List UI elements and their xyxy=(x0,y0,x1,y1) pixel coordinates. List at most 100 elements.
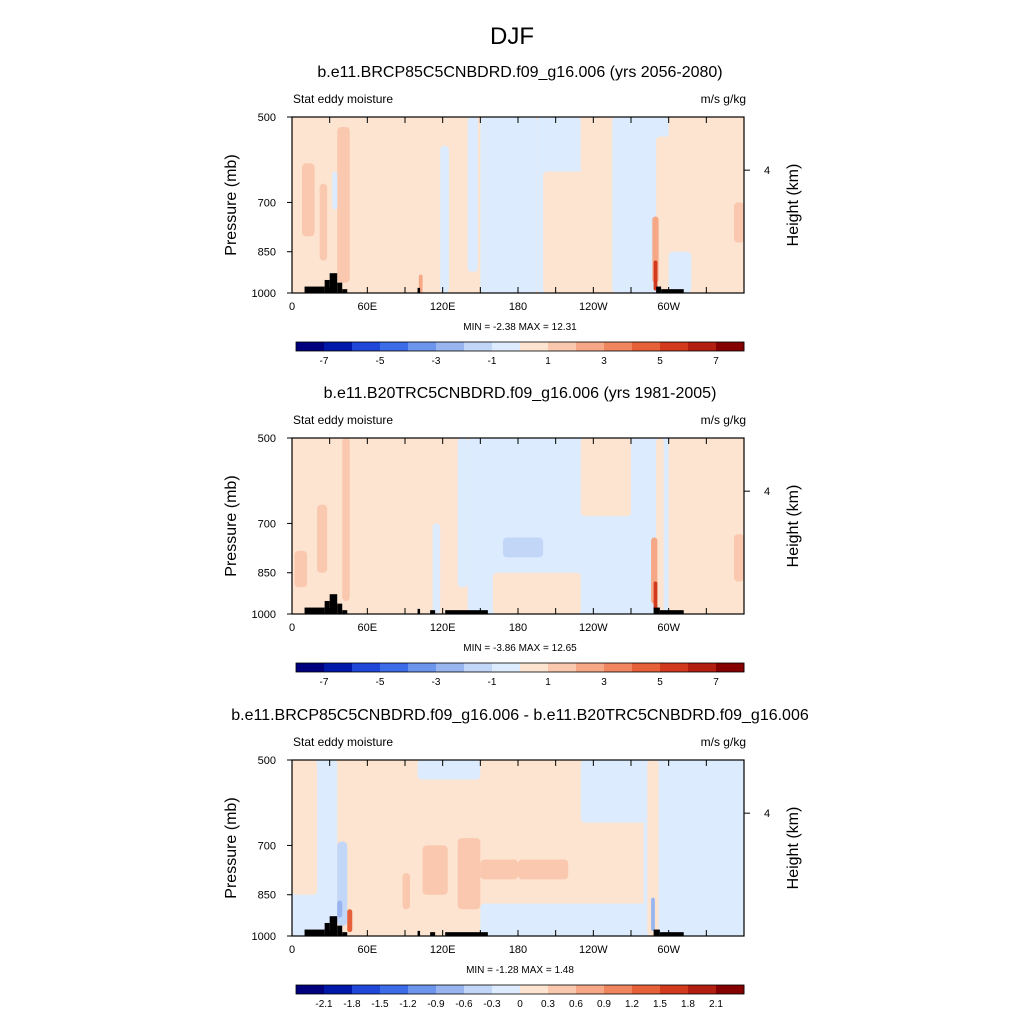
colorbar-swatch-6 xyxy=(436,985,465,994)
x-tick-label: 120W xyxy=(579,944,608,956)
right-string: m/s g/kg xyxy=(701,413,746,427)
colorbar-swatch-16 xyxy=(716,663,745,672)
x-tick-label: 120W xyxy=(579,301,608,313)
x-tick-label: 180 xyxy=(509,301,527,313)
colorbar-swatch-5 xyxy=(408,663,437,672)
contour-region-9 xyxy=(337,900,343,918)
colorbar-swatch-8 xyxy=(492,342,521,351)
topography xyxy=(304,594,684,614)
x-tick-label: 60E xyxy=(358,622,378,634)
topography-block-1 xyxy=(304,286,325,293)
y-tick-label: 1000 xyxy=(252,288,276,300)
min-max-annotation: MIN = -3.86 MAX = 12.65 xyxy=(463,643,577,654)
contour-region-12 xyxy=(480,859,518,880)
topography-block-3 xyxy=(329,273,338,293)
min-max-annotation: MIN = -1.28 MAX = 1.48 xyxy=(466,965,574,976)
colorbar-swatch-6 xyxy=(436,663,465,672)
x-tick-label: 120E xyxy=(430,622,456,634)
colorbar-swatch-2 xyxy=(324,342,353,351)
contour-region-5 xyxy=(643,760,744,936)
x-tick-label: 120W xyxy=(579,622,608,634)
y-right-tick-label: 4 xyxy=(764,808,770,820)
colorbar-label: 1.2 xyxy=(625,999,639,1010)
y-right-axis-title: Height (km) xyxy=(785,485,802,568)
colorbar-label: 0 xyxy=(517,999,523,1010)
topography-block-4 xyxy=(337,282,343,293)
colorbar-swatch-3 xyxy=(352,342,381,351)
colorbar-frame xyxy=(295,984,745,995)
colorbar-swatch-12 xyxy=(604,985,633,994)
contour-fields xyxy=(292,438,744,614)
x-tick-label: 60W xyxy=(657,301,680,313)
x-tick-label: 0 xyxy=(289,622,295,634)
y-tick-label: 850 xyxy=(258,568,276,580)
colorbar-label: 3 xyxy=(601,677,607,688)
colorbar-swatch-15 xyxy=(688,342,717,351)
colorbar-label: -7 xyxy=(320,356,329,367)
topography-block-6 xyxy=(417,608,421,614)
topography-block-10 xyxy=(659,610,684,614)
contour-region-17 xyxy=(651,897,655,931)
contour-region-13 xyxy=(518,859,569,880)
colorbar-swatch-10 xyxy=(548,985,577,994)
y-tick-label: 500 xyxy=(258,755,276,767)
contour-region-5 xyxy=(668,438,744,614)
colorbar-swatch-13 xyxy=(632,342,661,351)
contour-region-12 xyxy=(457,438,468,588)
colorbar-swatch-15 xyxy=(688,985,717,994)
y-tick-label: 500 xyxy=(258,433,276,445)
colorbar-swatch-1 xyxy=(296,342,325,351)
x-tick-label: 60E xyxy=(358,301,378,313)
topography-block-1 xyxy=(304,607,325,614)
contour-region-3 xyxy=(580,438,631,517)
contour-region-10 xyxy=(302,163,315,237)
colorbar-label: -1.8 xyxy=(343,999,361,1010)
colorbar-swatch-1 xyxy=(296,663,325,672)
colorbar-label: -1 xyxy=(488,677,497,688)
colorbar-swatch-5 xyxy=(408,342,437,351)
colorbar-swatch-8 xyxy=(492,663,521,672)
x-tick-label: 0 xyxy=(289,944,295,956)
contour-region-8 xyxy=(294,550,308,588)
contour-region-4 xyxy=(543,171,619,293)
y-tick-label: 500 xyxy=(258,112,276,124)
colorbar-swatch-10 xyxy=(548,663,577,672)
colorbar-label: -1.2 xyxy=(399,999,417,1010)
y-right-axis-title: Height (km) xyxy=(785,807,802,890)
contour-region-3 xyxy=(292,760,318,895)
colorbar-swatch-13 xyxy=(632,663,661,672)
colorbar-swatch-7 xyxy=(464,663,493,672)
topography-block-2 xyxy=(324,922,330,936)
topography-block-2 xyxy=(324,600,330,614)
right-string: m/s g/kg xyxy=(701,735,746,749)
colorbar-label: 1 xyxy=(545,677,551,688)
colorbar-swatch-11 xyxy=(576,985,605,994)
x-tick-label: 180 xyxy=(509,622,527,634)
topography-block-8 xyxy=(661,289,684,293)
colorbar-label: 7 xyxy=(713,677,719,688)
topography-block-5 xyxy=(342,610,348,614)
colorbar-swatch-13 xyxy=(632,985,661,994)
contour-region-11 xyxy=(432,523,441,614)
topography-block-5 xyxy=(342,289,348,293)
x-tick-label: 120E xyxy=(430,301,456,313)
colorbar: -2.1 -1.8 -1.5 -1.2 -0.9 -0.6 -0.3 0 0.3 0.6 0.9 1.… xyxy=(295,984,745,1010)
colorbar-label: -0.9 xyxy=(427,999,445,1010)
y-axis-title: Pressure (mb) xyxy=(223,154,240,255)
topography-block-8 xyxy=(445,932,488,936)
colorbar-swatch-5 xyxy=(408,985,437,994)
colorbar-label: -3 xyxy=(432,677,441,688)
colorbar-frame xyxy=(295,341,745,352)
contour-region-16 xyxy=(647,760,659,936)
colorbar-label: -7 xyxy=(320,677,329,688)
contour-region-12 xyxy=(733,202,744,243)
colorbar-swatch-7 xyxy=(464,985,493,994)
y-axis-title: Pressure (mb) xyxy=(223,475,240,576)
colorbar-swatch-4 xyxy=(380,663,409,672)
right-string: m/s g/kg xyxy=(701,92,746,106)
contour-region-11 xyxy=(319,183,328,261)
contour-region-9 xyxy=(317,504,328,573)
contour-region-9 xyxy=(337,126,350,283)
colorbar-label: 5 xyxy=(657,356,663,367)
y-axis-title: Pressure (mb) xyxy=(223,797,240,898)
